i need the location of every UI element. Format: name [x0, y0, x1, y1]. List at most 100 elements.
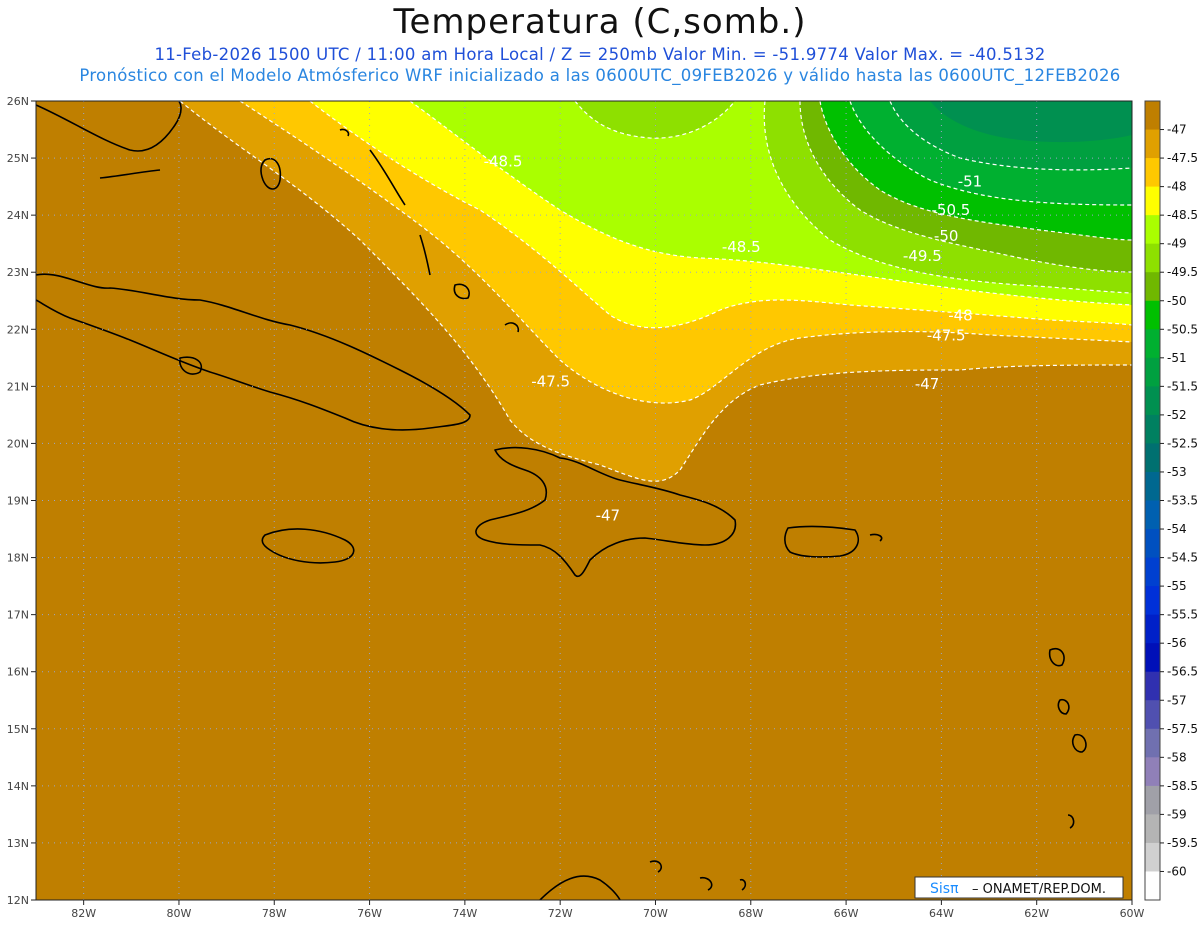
aruba-curacao [649, 860, 747, 891]
lat-label: 21N [7, 380, 29, 393]
lon-label: 66W [834, 907, 859, 920]
lat-label: 23N [7, 266, 29, 279]
colorbar-swatch [1145, 272, 1160, 302]
lon-label: 72W [548, 907, 573, 920]
florida-coast [36, 101, 182, 152]
colorbar-swatch [1145, 586, 1160, 616]
colorbar-swatch [1145, 671, 1160, 701]
hispaniola-coast [475, 446, 737, 578]
colorbar-label: -50.5 [1167, 322, 1198, 336]
isla-juventud [179, 356, 202, 375]
puerto-rico-coast [784, 525, 859, 558]
color-legend: -47 -47.5 -48 -48.5 -49 -49.5 -50 -50.5 -51 -51.5… [1144, 100, 1198, 901]
credit-text: – ONAMET/REP.DOM. [972, 882, 1106, 897]
cuba-coast [36, 273, 471, 431]
lesser-antilles [1048, 647, 1087, 829]
colorbar-swatch [1145, 101, 1160, 131]
lon-label: 78W [262, 907, 287, 920]
colorbar-label: -56.5 [1167, 665, 1198, 679]
colorbar-label: -48 [1167, 180, 1187, 194]
colorbar-swatch [1145, 300, 1160, 330]
contour-label: -49.5 [903, 247, 942, 265]
colorbar-swatch [1145, 357, 1160, 387]
contour-label: -50.5 [932, 201, 971, 219]
colorbar-label: -54.5 [1167, 551, 1198, 565]
lat-label: 19N [7, 495, 29, 508]
colorbar-swatch [1145, 871, 1160, 901]
colorbar-label: -56 [1167, 636, 1187, 650]
lat-label: 14N [7, 780, 29, 793]
lat-label: 12N [7, 894, 29, 907]
lon-label: 80W [167, 907, 192, 920]
lon-label: 60W [1120, 907, 1145, 920]
colorbar-swatch [1145, 243, 1160, 273]
contour-label: -48 [948, 307, 973, 325]
colorbar-swatch [1145, 386, 1160, 416]
colorbar-label: -55.5 [1167, 608, 1198, 622]
colorbar-swatch [1145, 614, 1160, 644]
colorbar-label: -51 [1167, 351, 1187, 365]
bahamas-chain [339, 128, 350, 137]
colorbar-swatch [1145, 329, 1160, 359]
lat-label: 17N [7, 609, 29, 622]
colorbar-swatch [1145, 842, 1160, 872]
colorbar-label: -58 [1167, 750, 1187, 764]
bahamas-long-island [419, 234, 431, 276]
colorbar-swatch [1145, 814, 1160, 844]
axis-labels: 26N 25N 24N 23N 22N 21N 20N 19N 18N 17N 16N 15N 14N 1… [7, 95, 1145, 920]
bahamas-eleuthera [369, 149, 406, 206]
lon-label: 64W [929, 907, 954, 920]
colorbar-swatch [1145, 643, 1160, 673]
contour-label: -47 [596, 506, 621, 524]
map-title: Temperatura (C,somb.) [393, 2, 807, 42]
venezuela-coast [539, 875, 621, 900]
jamaica-coast [261, 528, 355, 564]
credit-box: Sisπ – ONAMET/REP.DOM. [914, 876, 1124, 899]
lon-label: 68W [738, 907, 763, 920]
colorbar-label: -53.5 [1167, 494, 1198, 508]
temperature-field [36, 101, 1132, 900]
colorbar-swatch [1145, 500, 1160, 530]
colorbar-label: -58.5 [1167, 779, 1198, 793]
lon-label: 74W [452, 907, 477, 920]
lat-label: 22N [7, 323, 29, 336]
contour-label: -47 [915, 375, 940, 393]
colorbar-label: -53 [1167, 465, 1187, 479]
lat-label: 24N [7, 209, 29, 222]
colorbar-label: -57 [1167, 693, 1187, 707]
contour-label: -48.5 [484, 153, 523, 171]
virgin-islands [869, 533, 883, 542]
colorbar-swatch [1145, 757, 1160, 787]
colorbar-swatch [1145, 785, 1160, 815]
lat-label: 15N [7, 723, 29, 736]
colorbar-label: -52.5 [1167, 436, 1198, 450]
bahamas-andros [260, 158, 282, 190]
colorbar-label: -47 [1167, 123, 1187, 137]
colorbar-label: -52 [1167, 408, 1187, 422]
field-band-52 [930, 101, 1132, 143]
colorbar-label: -57.5 [1167, 722, 1198, 736]
credit-brand: Sisπ [930, 881, 959, 897]
turks-caicos [504, 322, 520, 333]
colorbar-label: -55 [1167, 579, 1187, 593]
lon-label: 76W [357, 907, 382, 920]
colorbar-swatch [1145, 471, 1160, 501]
colorbar-swatch [1145, 700, 1160, 730]
lat-label: 20N [7, 437, 29, 450]
colorbar-swatch [1145, 215, 1160, 245]
colorbar-swatch [1145, 529, 1160, 559]
colorbar-label: -49 [1167, 237, 1187, 251]
lon-label: 70W [643, 907, 668, 920]
lat-label: 16N [7, 666, 29, 679]
coastlines [36, 101, 1087, 900]
colorbar-swatch [1145, 186, 1160, 216]
colorbar-label: -59.5 [1167, 836, 1198, 850]
colorbar-swatch [1145, 557, 1160, 587]
colorbar-label: -51.5 [1167, 379, 1198, 393]
valid-time-line: 11-Feb-2026 1500 UTC / 11:00 am Hora Loc… [154, 45, 1046, 64]
contour-label: -47.5 [531, 372, 570, 390]
colorbar-label: -48.5 [1167, 208, 1198, 222]
colorbar-swatch [1145, 414, 1160, 444]
colorbar-swatch [1145, 158, 1160, 188]
